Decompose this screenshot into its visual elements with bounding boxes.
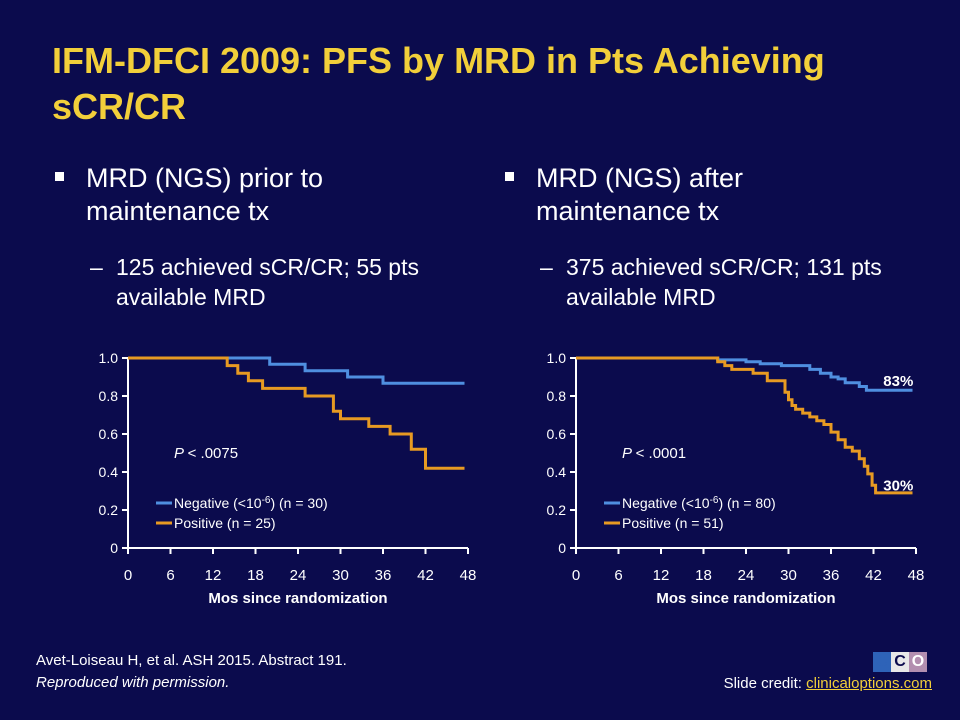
x-tick-label: 0	[124, 567, 132, 584]
end-value-label: 30%	[883, 477, 913, 494]
x-tick-label: 12	[205, 567, 222, 584]
credit-label: Slide credit:	[723, 675, 807, 692]
series-line	[576, 356, 913, 495]
y-tick-label: 0.2	[547, 502, 567, 518]
citation-block: Avet-Loiseau H, et al. ASH 2015. Abstrac…	[36, 650, 347, 694]
x-tick-label: 18	[247, 567, 264, 584]
x-tick-label: 30	[332, 567, 349, 584]
x-tick-label: 42	[417, 567, 434, 584]
legend-label: Negative (<10-6) (n = 30)	[174, 495, 328, 511]
legend-label: Negative (<10-6) (n = 80)	[622, 495, 776, 511]
y-tick-label: 0.8	[99, 388, 119, 404]
citation: Avet-Loiseau H, et al. ASH 2015. Abstrac…	[36, 652, 347, 669]
p-value-label: P < .0001	[622, 445, 686, 462]
x-tick-label: 42	[865, 567, 882, 584]
x-tick-label: 36	[375, 567, 392, 584]
series-line	[576, 356, 913, 392]
x-tick-label: 6	[614, 567, 622, 584]
slide-title: IFM-DFCI 2009: PFS by MRD in Pts Achievi…	[52, 40, 825, 127]
slide-credit: Slide credit: clinicaloptions.com	[724, 675, 932, 692]
y-tick-label: 0.6	[99, 426, 119, 442]
logo-letter: C	[891, 652, 909, 672]
y-tick-label: 0	[110, 540, 118, 556]
end-value-label: 83%	[883, 373, 913, 390]
logo-letter: O	[909, 652, 927, 672]
y-tick-label: 1.0	[547, 350, 567, 366]
y-tick-label: 0.2	[99, 502, 119, 518]
x-tick-label: 18	[695, 567, 712, 584]
left-bullet-text: MRD (NGS) prior to maintenance tx	[86, 163, 324, 226]
right-bullet-text: MRD (NGS) after maintenance tx	[536, 163, 744, 226]
logo-letter: C	[873, 652, 891, 672]
legend-label: Positive (n = 51)	[622, 515, 724, 531]
cco-logo-icon: C C O	[873, 652, 929, 672]
x-tick-label: 48	[460, 567, 477, 584]
x-axis-label: Mos since randomization	[208, 590, 387, 607]
credit-link[interactable]: clinicaloptions.com	[806, 675, 932, 692]
km-chart-after-maintenance: 0 0.2 0.4 0.6 0.8 1.0 0 6 12 18 24 30 36 42 48 Mos sinc…	[547, 350, 925, 607]
dash-icon: –	[540, 254, 553, 280]
y-tick-label: 0.4	[99, 464, 119, 480]
right-sub-bullet: – 375 achieved sCR/CR; 131 pts available…	[502, 252, 902, 312]
x-tick-label: 6	[166, 567, 174, 584]
x-tick-label: 0	[572, 567, 580, 584]
x-tick-label: 30	[780, 567, 797, 584]
x-tick-label: 24	[290, 567, 307, 584]
right-column: MRD (NGS) after maintenance tx – 375 ach…	[502, 162, 902, 312]
left-column: MRD (NGS) prior to maintenance tx – 125 …	[52, 162, 452, 312]
left-bullet: MRD (NGS) prior to maintenance tx	[52, 162, 452, 228]
p-value-label: P < .0075	[174, 445, 238, 462]
y-tick-label: 0.4	[547, 464, 567, 480]
y-tick-label: 0.6	[547, 426, 567, 442]
x-tick-label: 48	[908, 567, 925, 584]
x-tick-label: 12	[653, 567, 670, 584]
series-line	[128, 356, 465, 385]
km-chart-before-maintenance: 0 0.2 0.4 0.6 0.8 1.0 0 6 12 18 24 30 36 42 48 Mos sinc…	[99, 350, 477, 607]
x-axis-label: Mos since randomization	[656, 590, 835, 607]
dash-icon: –	[90, 254, 103, 280]
series-line	[128, 356, 465, 470]
y-tick-label: 1.0	[99, 350, 119, 366]
right-bullet: MRD (NGS) after maintenance tx	[502, 162, 902, 228]
bullet-square-icon	[55, 172, 64, 181]
x-tick-label: 24	[738, 567, 755, 584]
legend-label: Positive (n = 25)	[174, 515, 276, 531]
x-tick-label: 36	[823, 567, 840, 584]
left-sub-bullet: – 125 achieved sCR/CR; 55 pts available …	[52, 252, 452, 312]
left-sub-text: 125 achieved sCR/CR; 55 pts available MR…	[116, 254, 419, 310]
y-tick-label: 0	[558, 540, 566, 556]
right-sub-text: 375 achieved sCR/CR; 131 pts available M…	[566, 254, 882, 310]
permission-note: Reproduced with permission.	[36, 674, 230, 691]
bullet-square-icon	[505, 172, 514, 181]
y-tick-label: 0.8	[547, 388, 567, 404]
